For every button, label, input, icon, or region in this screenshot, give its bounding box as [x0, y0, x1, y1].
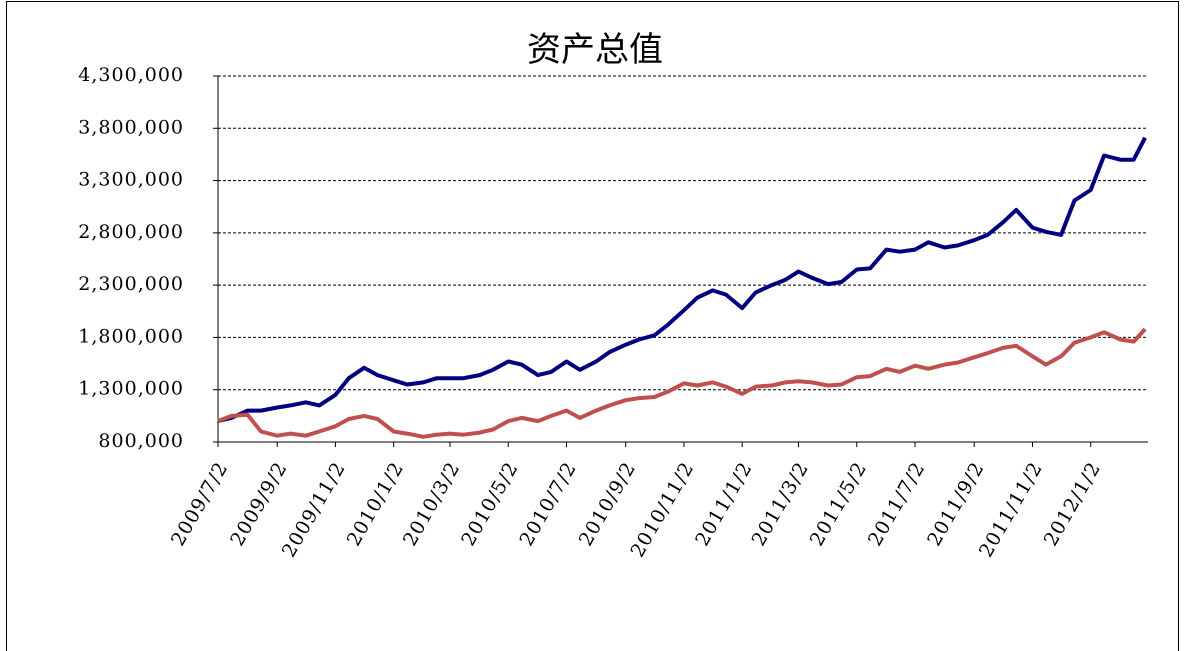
- series-line: [217, 327, 1147, 439]
- y-tick-label: 2,300,000: [78, 273, 184, 295]
- y-tick-label: 1,300,000: [78, 378, 184, 400]
- y-tick-label: 4,300,000: [78, 64, 184, 86]
- y-tick-label: 800,000: [98, 430, 184, 452]
- y-tick-label: 3,800,000: [78, 116, 184, 138]
- chart-frame: [6, 1, 1179, 651]
- y-tick-label: 3,300,000: [78, 169, 184, 191]
- chart-title: 资产总值: [527, 30, 663, 70]
- y-tick-label: 2,800,000: [78, 221, 184, 243]
- y-tick-label: 1,800,000: [78, 325, 184, 347]
- series-line: [217, 136, 1147, 424]
